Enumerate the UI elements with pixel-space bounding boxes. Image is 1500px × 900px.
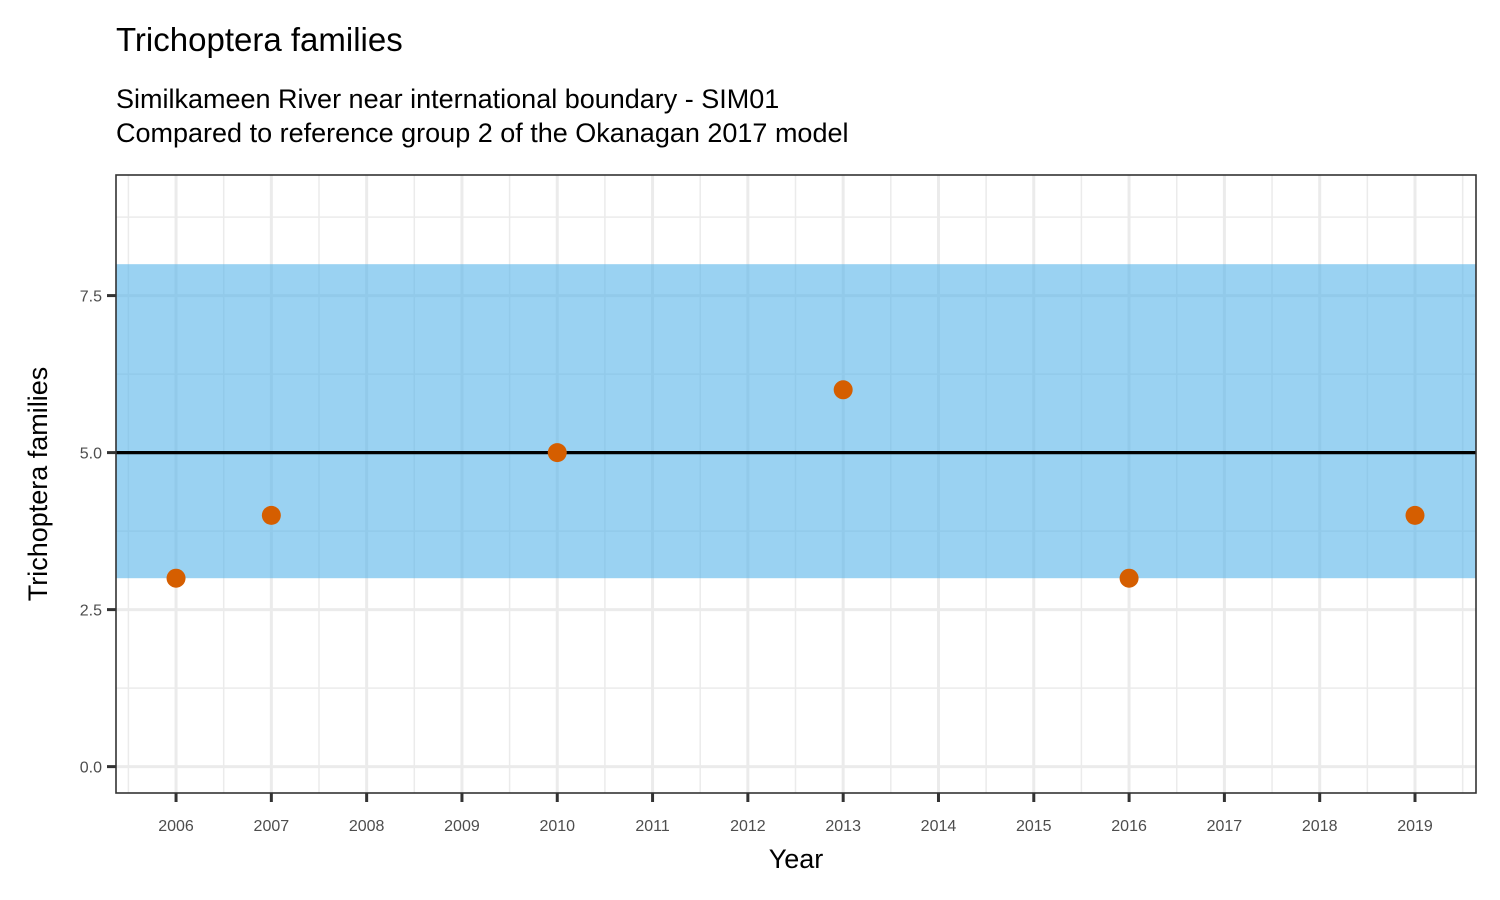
x-tick-label: 2015 — [1016, 818, 1052, 835]
data-point — [1119, 568, 1139, 588]
chart-subtitle-line-2: Compared to reference group 2 of the Oka… — [116, 118, 848, 148]
chart-subtitle-line-1: Similkameen River near international bou… — [116, 84, 779, 114]
plot-panel-border — [115, 174, 1477, 794]
chart-title: Trichoptera families — [116, 21, 403, 58]
y-tick-label: 5.0 — [80, 446, 102, 463]
data-point — [833, 380, 853, 400]
x-axis-title: Year — [769, 844, 824, 874]
data-point — [166, 568, 186, 588]
y-tick-label: 7.5 — [80, 289, 102, 306]
reference-range-band — [116, 264, 1476, 579]
x-tick-label: 2013 — [825, 818, 861, 835]
x-tick-label: 2016 — [1111, 818, 1147, 835]
data-point — [1405, 505, 1425, 525]
y-tick-label: 2.5 — [80, 603, 102, 620]
x-axis: 2006 2007 2008 2009 2010 2011 2012 2013 2014 2015… — [158, 793, 1433, 835]
x-tick-label: 2017 — [1207, 818, 1243, 835]
x-tick-label: 2008 — [349, 818, 385, 835]
x-tick-label: 2014 — [921, 818, 957, 835]
data-points — [166, 380, 1425, 588]
y-axis: 0.0 2.5 5.0 7.5 — [80, 289, 116, 777]
x-tick-label: 2018 — [1302, 818, 1338, 835]
data-point — [261, 505, 281, 525]
data-point — [547, 443, 567, 463]
x-tick-label: 2012 — [730, 818, 766, 835]
x-tick-label: 2011 — [635, 818, 670, 835]
x-tick-label: 2019 — [1397, 818, 1433, 835]
x-tick-label: 2009 — [444, 818, 480, 835]
x-tick-label: 2006 — [158, 818, 194, 835]
y-tick-label: 0.0 — [80, 760, 102, 777]
x-tick-label: 2010 — [539, 818, 575, 835]
x-tick-label: 2007 — [254, 818, 290, 835]
y-axis-title: Trichoptera families — [23, 367, 53, 602]
